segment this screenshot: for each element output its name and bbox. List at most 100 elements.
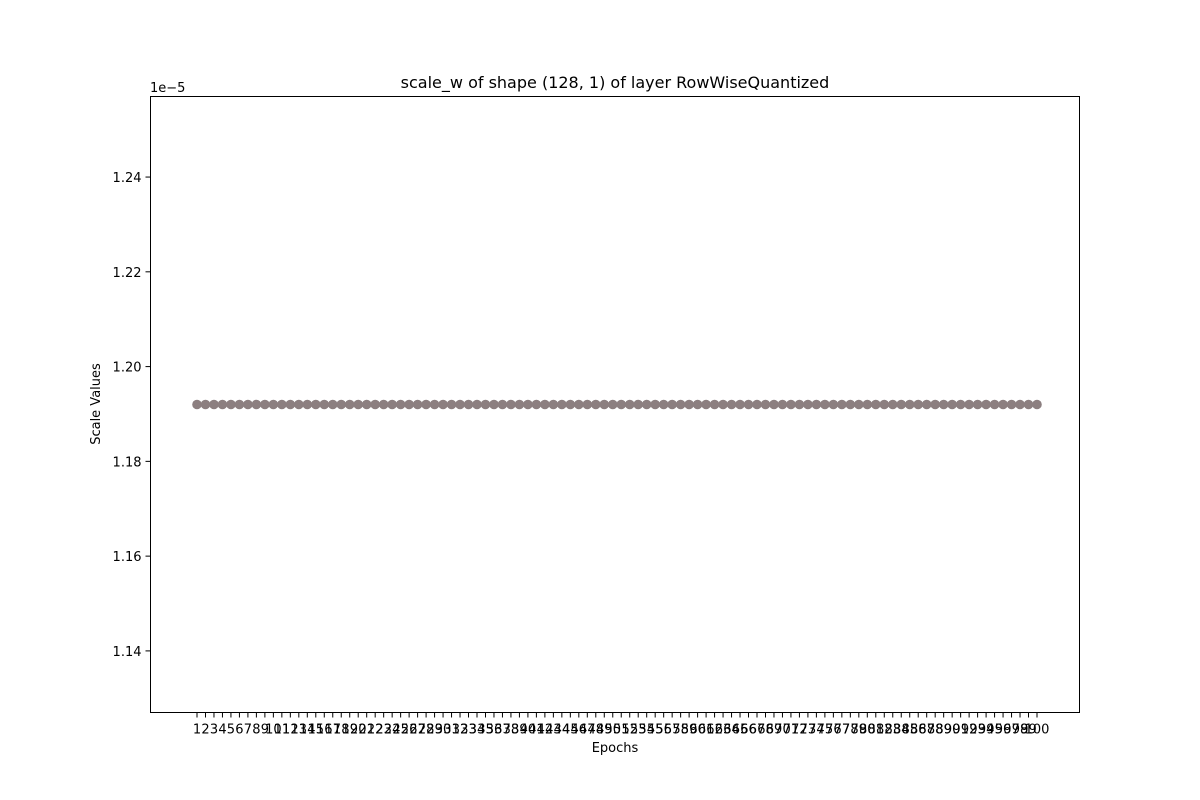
x-tick-label: 3 (210, 723, 218, 738)
y-tick-label: 1.24 (113, 171, 142, 186)
data-point (684, 399, 694, 410)
data-point (243, 399, 253, 410)
x-tick-label: 28 (418, 723, 435, 738)
x-tick-label: 13 (291, 723, 308, 738)
data-point (429, 399, 440, 410)
x-tick-label: 77 (834, 723, 851, 738)
data-point (743, 399, 754, 410)
x-tick-label: 30 (435, 723, 452, 738)
data-point (794, 399, 805, 410)
x-tick-label: 14 (299, 723, 316, 738)
x-tick-label: 20 (350, 723, 367, 738)
x-tick-label: 9 (261, 723, 269, 738)
x-tick-label: 41 (528, 723, 545, 738)
data-point (896, 399, 907, 410)
x-tick-label: 48 (588, 723, 605, 738)
x-tick-label: 72 (791, 723, 808, 738)
x-tick-label: 8 (252, 723, 260, 738)
data-point (989, 399, 1000, 410)
x-tick-label: 91 (952, 723, 969, 738)
y-axis-ticks: 1.14 1.16 1.18 1.20 1.22 1.24 (113, 171, 151, 660)
x-tick-label: 5 (227, 723, 235, 738)
x-axis-label: Epochs (592, 741, 639, 756)
data-point (760, 399, 771, 410)
data-point (870, 399, 881, 410)
y-tick-label: 1.20 (113, 361, 142, 376)
x-tick-label: 65 (732, 723, 749, 738)
data-point (327, 399, 338, 410)
x-tick-label: 53 (630, 723, 647, 738)
x-tick-label: 54 (638, 723, 655, 738)
data-point (395, 399, 406, 410)
x-tick-label: 44 (554, 723, 571, 738)
data-point (1023, 399, 1034, 410)
data-point (820, 399, 830, 410)
data-point (200, 399, 211, 410)
data-point (930, 399, 940, 410)
x-tick-label: 62 (706, 723, 723, 738)
data-point (786, 399, 796, 410)
data-point (217, 399, 228, 410)
data-point (845, 399, 856, 410)
x-tick-label: 46 (571, 723, 588, 738)
data-point (641, 399, 652, 410)
data-point (412, 399, 423, 410)
x-tick-label: 97 (1003, 723, 1020, 738)
x-tick-label: 95 (986, 723, 1003, 738)
data-point (438, 399, 448, 410)
data-point (310, 399, 321, 410)
x-tick-label: 81 (868, 723, 885, 738)
data-point (514, 399, 525, 410)
x-tick-label: 51 (613, 723, 630, 738)
x-tick-label: 34 (469, 723, 486, 738)
x-axis-ticks: 1 2 3 4 5 6 7 8 91011121314151617181920212223242… (193, 712, 1049, 738)
data-point (531, 399, 542, 410)
x-tick-label: 42 (537, 723, 554, 738)
x-tick-label: 63 (715, 723, 732, 738)
data-points (192, 399, 1042, 410)
x-tick-label: 61 (698, 723, 715, 738)
x-tick-label: 98 (1012, 723, 1029, 738)
x-tick-label: 6 (235, 723, 243, 738)
data-point (565, 399, 576, 410)
data-point (302, 399, 313, 410)
y-axis-label: Scale Values (89, 363, 104, 445)
data-point (353, 399, 364, 410)
data-point (675, 399, 686, 410)
data-point (921, 399, 932, 410)
data-point (574, 399, 584, 410)
x-tick-label: 66 (740, 723, 757, 738)
data-point (404, 399, 414, 410)
x-tick-label: 58 (672, 723, 689, 738)
data-point (777, 399, 788, 410)
x-tick-label: 23 (375, 723, 392, 738)
data-point (319, 399, 330, 410)
x-tick-label: 31 (443, 723, 460, 738)
x-tick-label: 2 (201, 723, 209, 738)
data-point (811, 399, 822, 410)
data-point (1015, 399, 1025, 410)
x-tick-label: 71 (783, 723, 800, 738)
data-point (557, 399, 567, 410)
x-tick-label: 87 (918, 723, 935, 738)
x-tick-label: 94 (978, 723, 995, 738)
data-point (837, 399, 847, 410)
x-tick-label: 67 (749, 723, 766, 738)
x-tick-label: 73 (800, 723, 817, 738)
x-tick-label: 93 (969, 723, 986, 738)
data-point (294, 399, 304, 410)
x-tick-label: 19 (341, 723, 358, 738)
data-point (913, 399, 924, 410)
y-offset-label: 1e−5 (150, 81, 185, 96)
data-point (938, 399, 949, 410)
x-tick-label: 56 (655, 723, 672, 738)
x-tick-label: 24 (384, 723, 401, 738)
x-tick-label: 26 (401, 723, 418, 738)
data-point (497, 399, 508, 410)
data-point (344, 399, 355, 410)
x-tick-label: 60 (689, 723, 706, 738)
data-point (701, 399, 711, 410)
